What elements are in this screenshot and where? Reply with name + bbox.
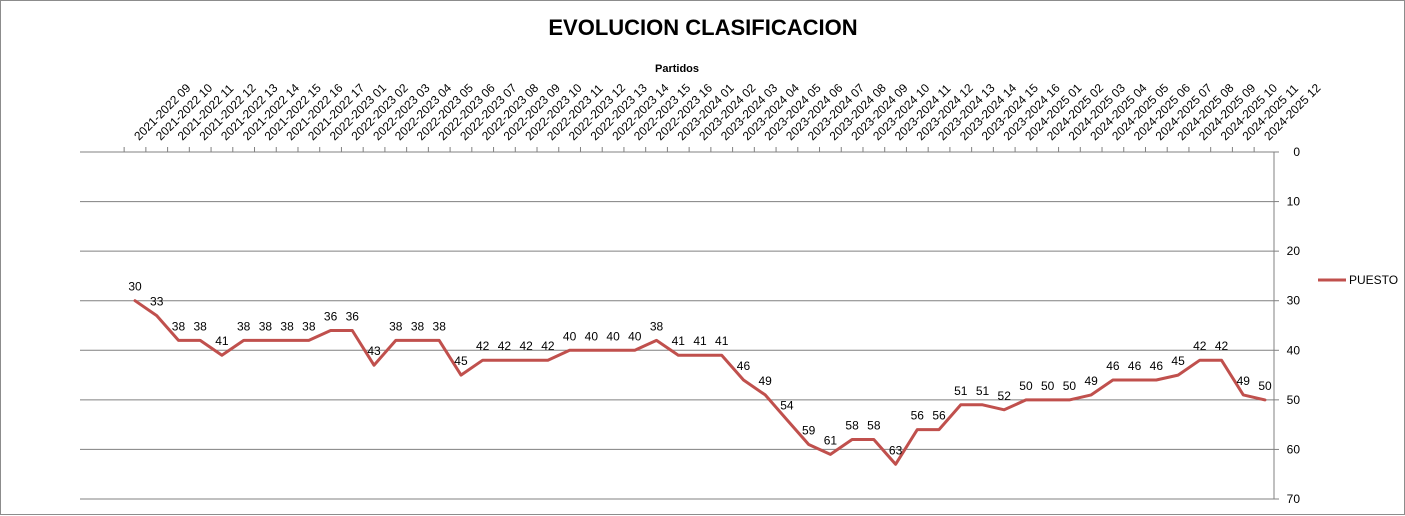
data-label: 49: [1084, 374, 1098, 388]
data-label: 30: [128, 280, 142, 294]
data-label: 42: [541, 339, 555, 353]
data-label: 38: [302, 319, 316, 333]
data-label: 38: [172, 319, 186, 333]
data-label: 50: [1041, 379, 1055, 393]
data-label: 46: [1106, 359, 1120, 373]
data-label: 41: [672, 334, 686, 348]
data-label: 42: [498, 339, 512, 353]
y-tick-labels: 0 10 20 30 40 50 60 70: [1287, 145, 1301, 506]
data-label: 50: [1063, 379, 1077, 393]
data-label: 43: [367, 344, 381, 358]
data-label: 59: [802, 423, 816, 437]
data-label: 38: [411, 319, 425, 333]
data-label: 41: [693, 334, 707, 348]
data-label: 58: [845, 419, 859, 433]
data-label: 45: [1171, 354, 1185, 368]
data-label: 38: [280, 319, 294, 333]
data-label: 36: [324, 309, 338, 323]
data-label: 38: [433, 319, 447, 333]
chart-title: EVOLUCION CLASIFICACION: [548, 15, 857, 40]
data-label: 40: [585, 329, 599, 343]
y-tick-label: 10: [1287, 195, 1301, 209]
series-lines: [133, 299, 1267, 466]
data-label: 38: [259, 319, 273, 333]
data-label: 61: [824, 433, 838, 447]
data-label: 42: [1193, 339, 1207, 353]
data-label: 52: [998, 389, 1012, 403]
y-tick-label: 50: [1287, 393, 1301, 407]
data-label: 42: [519, 339, 533, 353]
y-tick-label: 20: [1287, 244, 1301, 258]
data-label: 50: [1019, 379, 1033, 393]
legend: PUESTO: [1318, 273, 1398, 287]
data-label: 51: [976, 384, 990, 398]
series-line-puesto: [133, 299, 1267, 466]
data-label: 38: [389, 319, 403, 333]
data-label: 38: [237, 319, 251, 333]
data-label: 42: [476, 339, 490, 353]
y-tick-label: 0: [1293, 145, 1300, 159]
y-tick-label: 40: [1287, 343, 1301, 357]
data-label: 40: [606, 329, 620, 343]
x-axis-title: Partidos: [655, 63, 699, 75]
data-label: 46: [1150, 359, 1164, 373]
data-label: 36: [346, 309, 360, 323]
data-label: 54: [780, 399, 794, 413]
legend-label-puesto: PUESTO: [1349, 273, 1398, 287]
y-tick-label: 60: [1287, 442, 1301, 456]
data-label: 50: [1258, 379, 1272, 393]
data-label: 33: [150, 295, 164, 309]
axes: [80, 147, 1279, 500]
data-label: 40: [563, 329, 577, 343]
data-label: 45: [454, 354, 468, 368]
data-label: 58: [867, 419, 881, 433]
data-label: 46: [1128, 359, 1142, 373]
data-label: 51: [954, 384, 968, 398]
data-label: 56: [911, 409, 925, 423]
data-label: 63: [889, 443, 903, 457]
data-label: 46: [737, 359, 751, 373]
data-label: 41: [715, 334, 729, 348]
data-label: 40: [628, 329, 642, 343]
data-label: 41: [215, 334, 229, 348]
data-labels: 30 33 38 38 41 38 38 38 38 36 36 43 38 38 38 45 42 42 42 42…: [128, 280, 1272, 458]
y-tick-label: 70: [1287, 492, 1301, 506]
data-label: 38: [650, 319, 664, 333]
grid-lines: [80, 201, 1274, 500]
data-label: 42: [1215, 339, 1229, 353]
data-label: 38: [194, 319, 208, 333]
y-tick-label: 30: [1287, 294, 1301, 308]
data-label: 49: [759, 374, 773, 388]
data-label: 49: [1237, 374, 1251, 388]
data-label: 56: [932, 409, 946, 423]
